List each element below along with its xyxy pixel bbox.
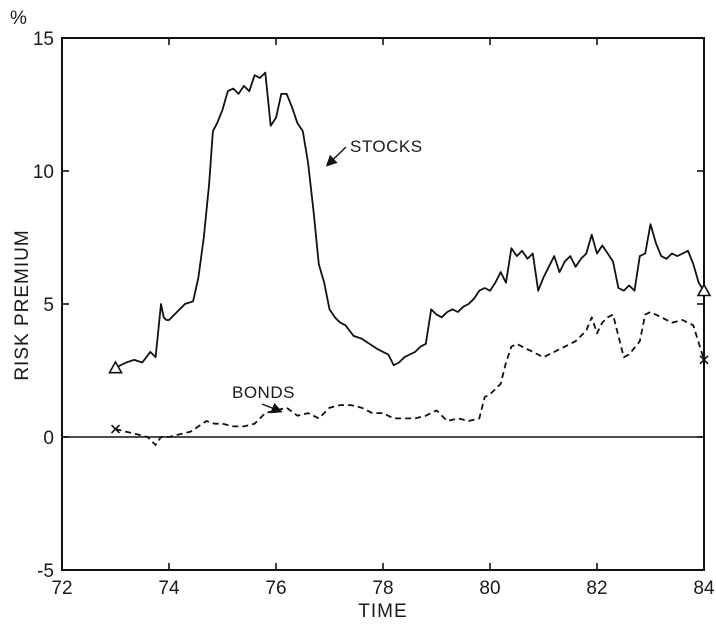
axis-ticks: 72 74 76 78 80 82 84 15 10 5 0 -5 xyxy=(33,29,715,599)
y-tick-label: 0 xyxy=(43,428,54,449)
x-tick-label: 84 xyxy=(693,578,715,599)
x-tick-label: 72 xyxy=(51,578,72,599)
stocks-start-marker xyxy=(108,360,123,374)
x-tick-label: 74 xyxy=(158,578,180,599)
stocks-end-marker xyxy=(696,283,712,297)
bonds-start-marker-stroke-b xyxy=(110,424,121,434)
bonds-end-marker-stroke-b xyxy=(699,355,709,365)
x-axis-title: TIME xyxy=(358,601,407,622)
bonds-annotation-label: BONDS xyxy=(232,383,295,402)
x-tick-label: 80 xyxy=(479,578,500,599)
stocks-series-line xyxy=(115,71,705,369)
y-tick-label: 10 xyxy=(33,162,54,183)
plot-frame xyxy=(61,37,705,571)
y-axis-title: RISK PREMIUM xyxy=(12,229,33,380)
plot-border xyxy=(61,37,705,571)
series-layer xyxy=(108,71,712,446)
bonds-start-marker xyxy=(110,424,121,434)
x-tick-label: 76 xyxy=(265,578,286,599)
y-tick-label: 5 xyxy=(43,295,54,316)
bonds-series-line xyxy=(115,311,705,446)
bonds-annotation-arrow xyxy=(261,402,283,414)
x-tick-label: 78 xyxy=(372,578,393,599)
bonds-end-marker xyxy=(699,355,709,365)
stocks-annotation-label: STOCKS xyxy=(350,137,423,156)
y-tick-label: -5 xyxy=(37,561,54,582)
y-tick-label: 15 xyxy=(33,29,54,50)
annotations-layer: STOCKS BONDS xyxy=(232,137,423,414)
x-tick-label: 82 xyxy=(586,578,607,599)
stocks-annotation-arrow xyxy=(325,146,347,167)
y-unit-label: % xyxy=(10,8,27,29)
